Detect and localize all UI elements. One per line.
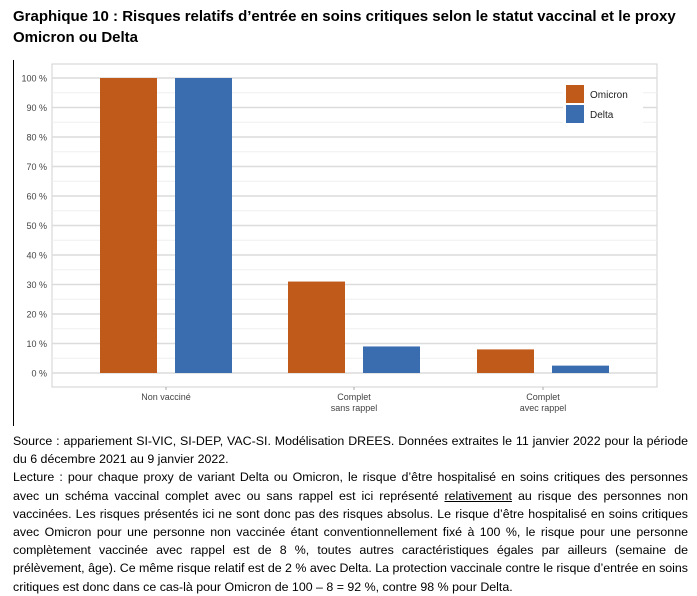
legend-label: Delta [590, 110, 614, 121]
chart-title: Graphique 10 : Risques relatifs d’entrée… [13, 8, 676, 46]
margin-rule [13, 60, 14, 426]
lecture-text-2: au risque des personnes non vaccinées. L… [13, 488, 688, 594]
bar-omicron [288, 281, 345, 373]
x-tick-label: avec rappel [520, 403, 567, 413]
y-tick-label: 10 % [26, 339, 47, 349]
y-tick-label: 40 % [26, 251, 47, 261]
y-tick-label: 70 % [26, 162, 47, 172]
legend-swatch-omicron [566, 85, 584, 103]
y-tick-label: 0 % [31, 369, 47, 379]
y-tick-label: 100 % [21, 74, 47, 84]
legend-label: Omicron [590, 90, 628, 101]
y-tick-label: 50 % [26, 221, 47, 231]
y-tick-label: 80 % [26, 133, 47, 143]
y-tick-label: 30 % [26, 280, 47, 290]
x-tick-label: Non vacciné [141, 392, 191, 402]
y-tick-label: 90 % [26, 103, 47, 113]
y-tick-label: 20 % [26, 310, 47, 320]
bar-delta [552, 365, 609, 373]
chart-notes: Source : appariement SI-VIC, SI-DEP, VAC… [13, 432, 688, 596]
bar-omicron [100, 78, 157, 373]
lecture-text-1: Lecture : pour chaque proxy de variant D… [13, 470, 688, 503]
lecture-note: Lecture : pour chaque proxy de variant D… [13, 468, 688, 595]
bar-omicron [477, 349, 534, 373]
x-tick-label: Complet [337, 392, 371, 402]
source-note: Source : appariement SI-VIC, SI-DEP, VAC… [13, 434, 688, 467]
y-tick-label: 60 % [26, 192, 47, 202]
x-tick-label: sans rappel [331, 403, 378, 413]
bar-chart: 0 % 10 % 20 % 30 % 40 % 50 % 60 % 70 % 80 % 90 % 1… [21, 63, 658, 413]
legend-swatch-delta [566, 105, 584, 123]
bar-delta [363, 346, 420, 373]
lecture-emphasis: relativement [444, 488, 512, 503]
bar-delta [175, 78, 232, 373]
x-tick-label: Complet [526, 392, 560, 402]
